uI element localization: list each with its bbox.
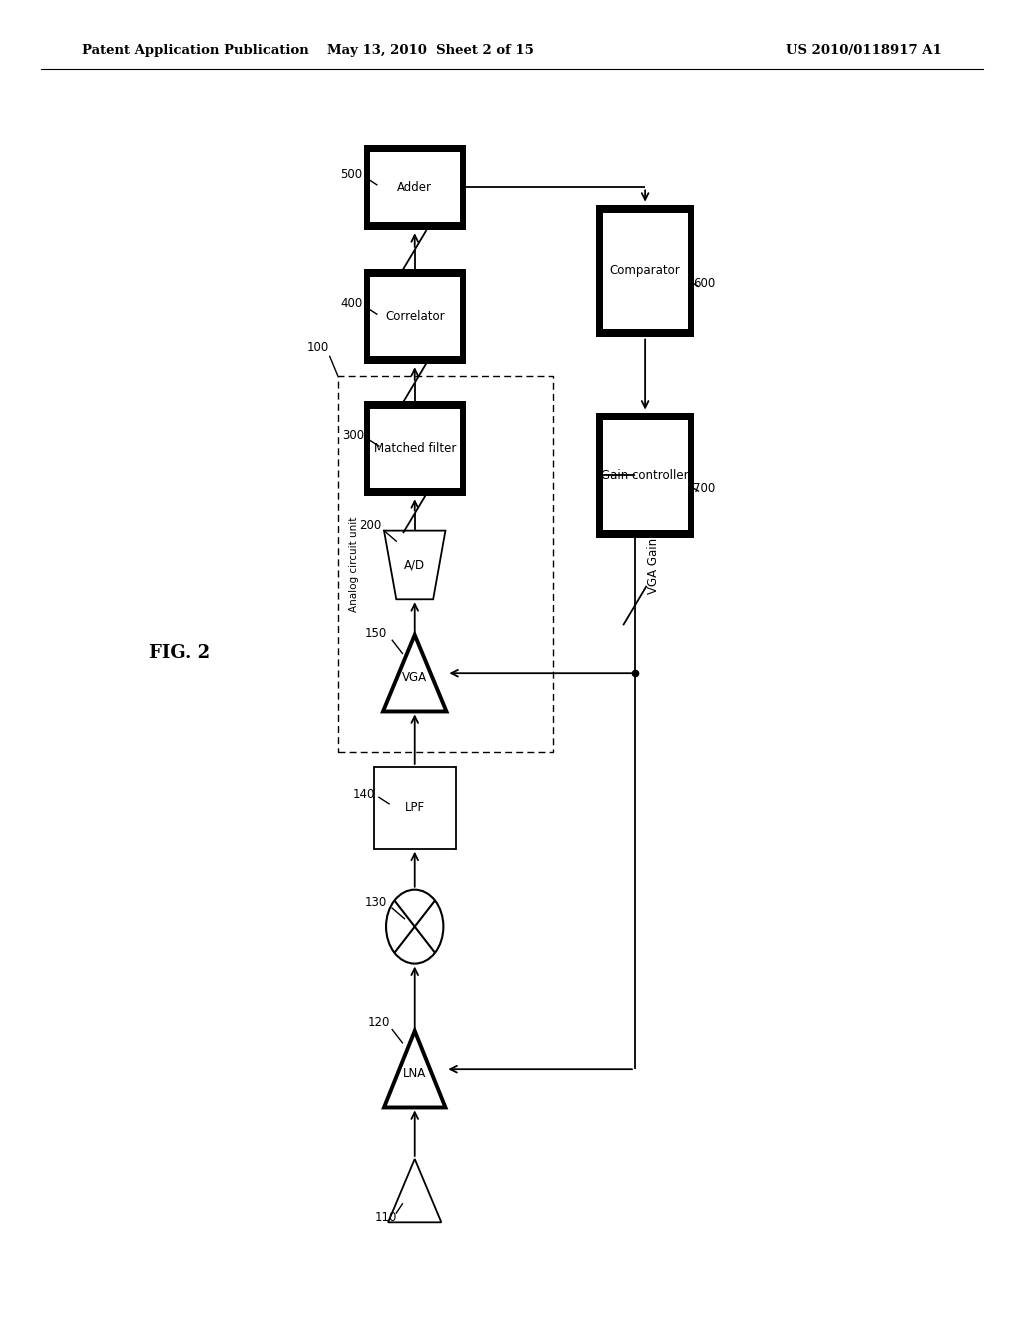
Bar [338, 376, 553, 752]
Text: 600: 600 [693, 277, 716, 290]
Text: 150: 150 [365, 627, 387, 640]
Text: 500: 500 [340, 168, 362, 181]
Text: 110: 110 [375, 1210, 397, 1224]
Text: Matched filter: Matched filter [374, 442, 456, 455]
Circle shape [386, 890, 443, 964]
Bar [602, 213, 688, 329]
Text: FIG. 2: FIG. 2 [148, 644, 210, 663]
Text: VGA Gain: VGA Gain [647, 537, 659, 594]
Polygon shape [383, 635, 446, 711]
Text: Analog circuit unit: Analog circuit unit [349, 516, 359, 612]
Text: LNA: LNA [403, 1067, 426, 1080]
Text: Correlator: Correlator [385, 310, 444, 323]
Bar [364, 401, 466, 496]
Text: 130: 130 [365, 896, 387, 909]
Text: LPF: LPF [404, 801, 425, 814]
Text: 700: 700 [693, 482, 716, 495]
Text: VGA: VGA [402, 671, 427, 684]
Text: Adder: Adder [397, 181, 432, 194]
Text: Patent Application Publication: Patent Application Publication [82, 44, 308, 57]
Bar [370, 409, 460, 488]
Polygon shape [384, 531, 445, 599]
Text: 200: 200 [359, 519, 382, 532]
Bar [370, 153, 460, 223]
Text: US 2010/0118917 A1: US 2010/0118917 A1 [786, 44, 942, 57]
Text: Gain controller: Gain controller [601, 469, 689, 482]
Bar [364, 269, 466, 364]
Polygon shape [384, 1031, 445, 1107]
Text: A/D: A/D [404, 558, 425, 572]
Text: 120: 120 [368, 1016, 390, 1030]
Bar [602, 420, 688, 529]
Bar [370, 277, 460, 356]
Text: 400: 400 [340, 297, 362, 310]
Text: 300: 300 [342, 429, 365, 442]
Bar [364, 144, 466, 230]
Text: 100: 100 [306, 341, 329, 354]
Bar [374, 767, 456, 849]
Text: 140: 140 [352, 788, 375, 801]
Text: Comparator: Comparator [609, 264, 681, 277]
Bar [596, 205, 694, 337]
Text: May 13, 2010  Sheet 2 of 15: May 13, 2010 Sheet 2 of 15 [327, 44, 534, 57]
Bar [596, 412, 694, 539]
